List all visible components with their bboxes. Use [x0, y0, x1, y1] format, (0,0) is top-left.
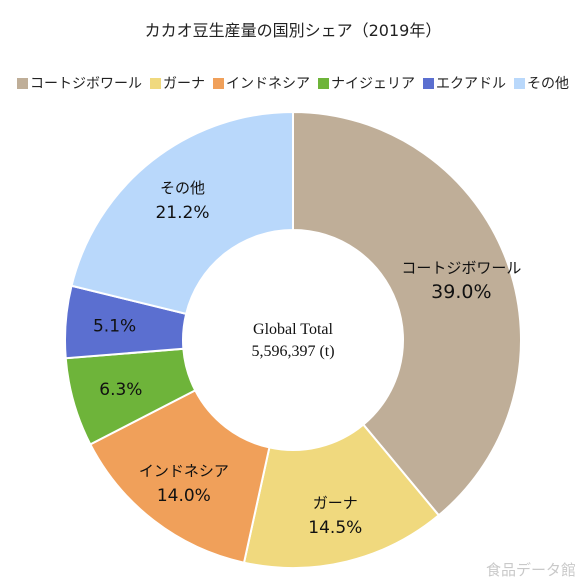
center-text: Global Total [253, 321, 333, 338]
legend-item: エクアドル [423, 73, 506, 93]
legend-label: その他 [527, 76, 569, 92]
legend-swatch [17, 77, 28, 89]
center-text: 5,596,397 (t) [251, 343, 334, 360]
legend-item: インドネシア [213, 73, 310, 93]
legend-item: コートジボワール [17, 73, 142, 93]
legend-item: その他 [514, 73, 569, 93]
slice-value-label: 21.2% [155, 203, 209, 223]
slice-name-label: ガーナ [313, 494, 358, 512]
legend-item: ナイジェリア [318, 73, 415, 93]
legend: コートジボワール ガーナ インドネシア ナイジェリア エクアドル その他 [0, 73, 586, 93]
donut-slice [70, 110, 294, 316]
slice-name-label: コートジボワール [401, 259, 521, 277]
legend-swatch [514, 77, 525, 89]
legend-swatch [318, 77, 329, 89]
legend-swatch [213, 77, 224, 89]
watermark: 食品データ館 [485, 561, 576, 579]
legend-label: ナイジェリア [331, 76, 415, 92]
legend-label: コートジボワール [30, 76, 142, 92]
legend-swatch [150, 77, 161, 89]
donut-slice [242, 423, 441, 569]
legend-label: インドネシア [226, 76, 310, 92]
legend-swatch [423, 77, 434, 89]
slice-value-label: 6.3% [99, 380, 142, 400]
chart-title: カカオ豆生産量の国別シェア（2019年） [144, 21, 442, 40]
slice-name-label: インドネシア [139, 462, 229, 480]
slice-value-label: 14.0% [157, 486, 211, 506]
legend-item: ガーナ [150, 73, 205, 93]
slice-value-label: 5.1% [93, 317, 136, 337]
legend-label: エクアドル [436, 76, 506, 92]
slice-value-label: 39.0% [431, 281, 491, 303]
legend-label: ガーナ [163, 76, 205, 92]
slice-value-label: 14.5% [308, 518, 362, 538]
donut-slice [292, 110, 522, 517]
slice-name-label: その他 [160, 179, 205, 197]
